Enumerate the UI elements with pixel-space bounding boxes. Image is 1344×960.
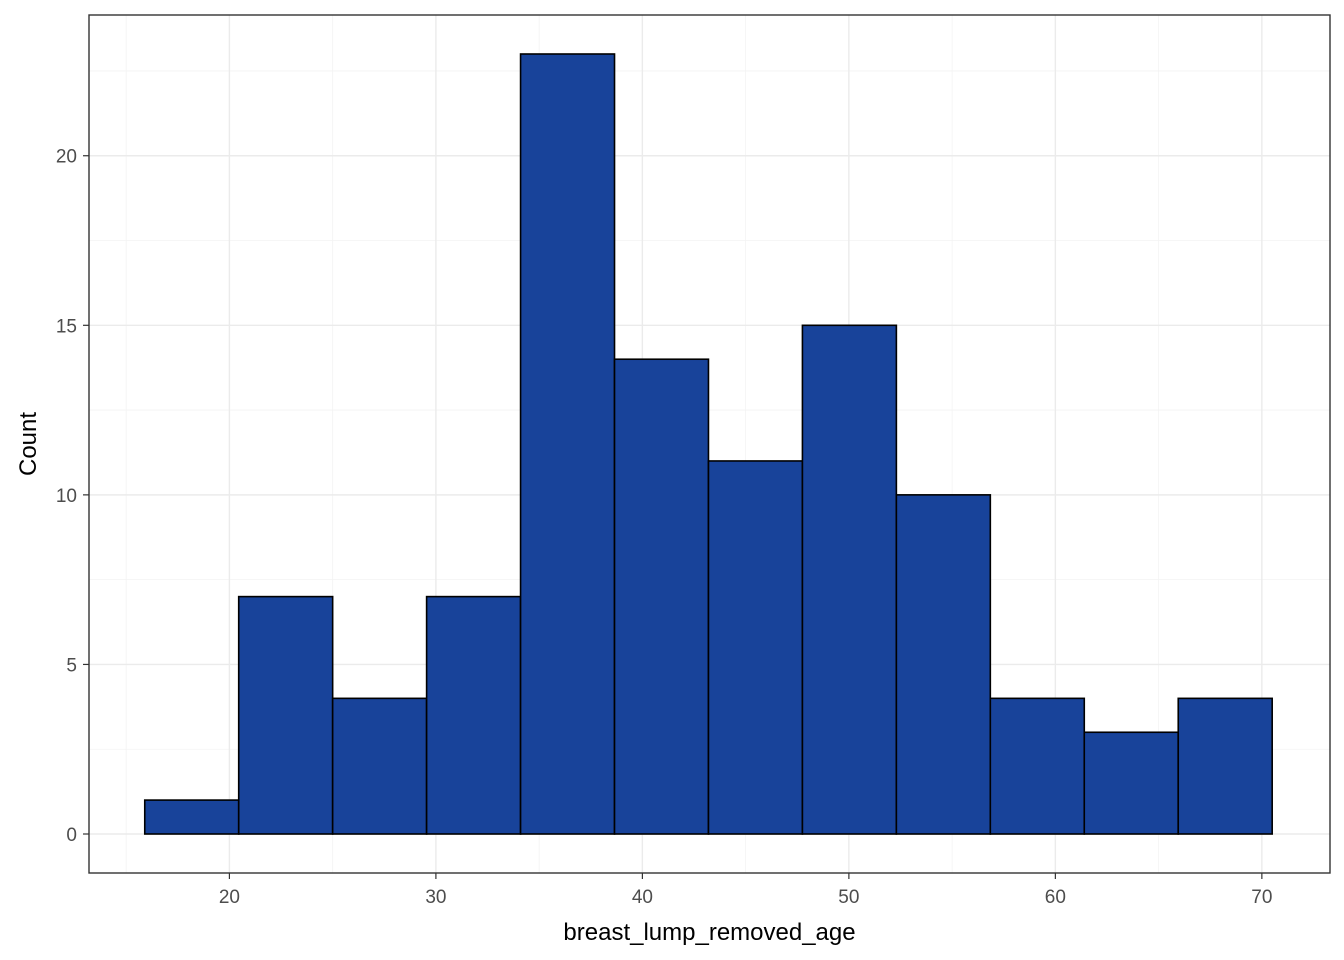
- axis-ticks: 20 30 40 50 60 70 0 5 10 15 20: [56, 147, 1273, 908]
- histogram-bar: [1177, 697, 1273, 835]
- histogram-bars: [143, 53, 1273, 835]
- y-tick-label: 10: [56, 486, 77, 507]
- y-tick-label: 0: [66, 825, 77, 846]
- x-tick-label: 50: [838, 887, 859, 908]
- y-tick-label: 15: [56, 316, 77, 337]
- histogram-bar: [425, 595, 522, 835]
- histogram-bar: [143, 799, 240, 835]
- histogram-bar: [331, 697, 428, 835]
- x-tick-label: 20: [219, 887, 240, 908]
- y-tick-label: 20: [56, 147, 77, 168]
- histogram-bar: [707, 460, 804, 835]
- x-tick-label: 60: [1045, 887, 1066, 908]
- histogram-bar: [895, 494, 992, 835]
- histogram-bar: [1083, 731, 1180, 835]
- x-tick-label: 70: [1251, 887, 1272, 908]
- histogram-bar: [519, 53, 616, 835]
- histogram-bar: [989, 697, 1086, 835]
- x-tick-label: 30: [425, 887, 446, 908]
- x-tick-label: 40: [632, 887, 653, 908]
- histogram-bar: [237, 595, 334, 835]
- x-axis-title: breast_lump_removed_age: [563, 919, 855, 946]
- y-axis-title: Count: [15, 412, 42, 476]
- histogram-bar: [801, 324, 898, 835]
- histogram-bar: [613, 358, 710, 835]
- y-tick-label: 5: [66, 655, 77, 676]
- panel-border: [88, 14, 1331, 874]
